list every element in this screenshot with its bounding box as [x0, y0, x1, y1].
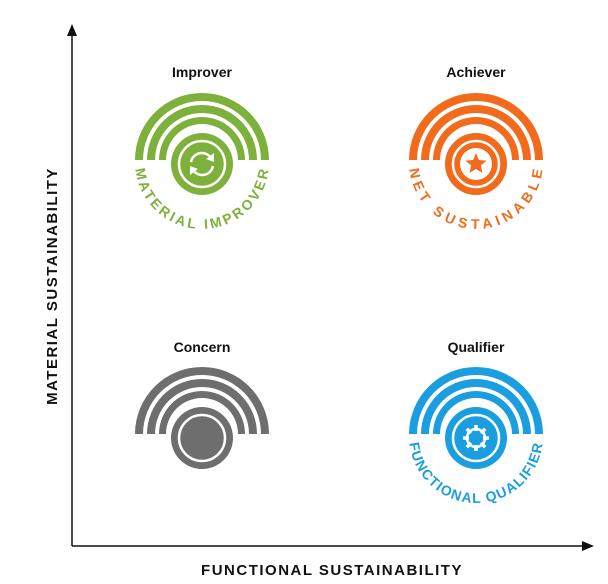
x-axis: [72, 541, 594, 551]
arc-ring: [135, 367, 269, 434]
badge-disc: [171, 407, 233, 469]
arc-ring: [159, 117, 245, 160]
quadrant-label-achiever: Achiever: [446, 64, 506, 80]
star-icon: [460, 148, 492, 180]
arc-ring: [135, 93, 269, 160]
y-axis-label: MATERIAL SUSTAINABILITY: [44, 167, 61, 405]
arc-ring: [433, 391, 519, 434]
arc-ring: [433, 117, 519, 160]
disc-inner-ring: [451, 139, 501, 189]
disc-inner-ring: [177, 139, 227, 189]
arc-ring: [409, 367, 543, 434]
quadrant-label-improver: Improver: [172, 64, 232, 80]
gear-icon: [463, 425, 489, 451]
arc-ring: [409, 93, 543, 160]
y-axis: [67, 24, 77, 546]
badge-concern: Concern: [135, 339, 269, 469]
arc-ring: [159, 391, 245, 434]
arc-ring: [147, 379, 257, 434]
arc-ring: [421, 105, 531, 160]
arc-ring: [421, 379, 531, 434]
badge-disc: [445, 407, 507, 469]
badge-disc: [171, 133, 233, 195]
quadrant-label-qualifier: Qualifier: [448, 339, 505, 355]
disc-inner-ring: [451, 413, 501, 463]
recycle-arrows-icon: [189, 151, 215, 177]
disc-inner-ring: [177, 413, 227, 463]
quadrant-label-concern: Concern: [174, 339, 231, 355]
arc-ring: [147, 105, 257, 160]
x-axis-label: FUNCTIONAL SUSTAINABILITY: [201, 562, 463, 579]
